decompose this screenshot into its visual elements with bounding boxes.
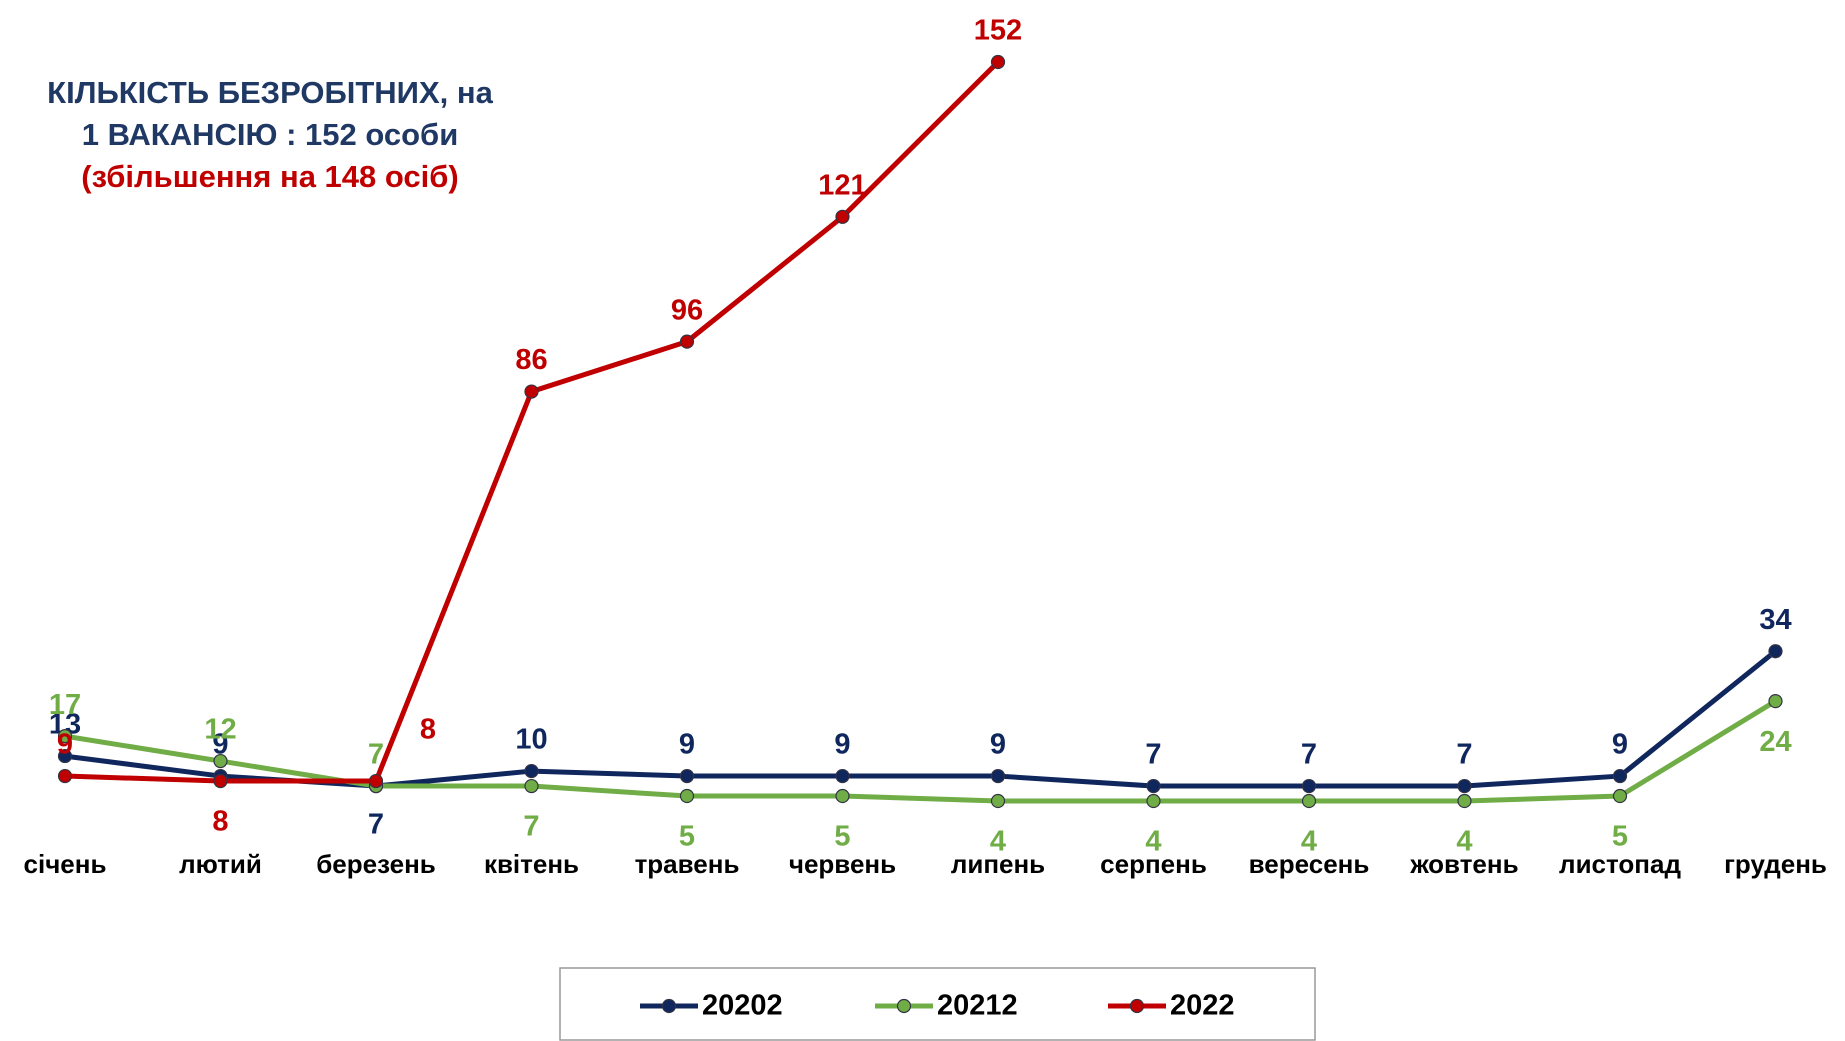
series-line [64,649,1778,789]
point [1457,778,1472,794]
data-label: 5 [679,821,695,853]
x-tick-label: лютий [179,849,262,879]
x-tick-label: квітень [484,849,579,879]
point [679,768,695,784]
point [1768,694,1783,709]
point [1146,778,1161,794]
legend-label: 20202 [702,990,783,1022]
data-label: 17 [49,689,81,721]
point [524,384,539,399]
data-label: 12 [204,714,236,746]
point [1612,768,1628,784]
data-label: 4 [1456,826,1472,858]
point [679,788,695,804]
point [57,768,73,784]
data-label: 121 [818,169,866,201]
point [990,54,1006,70]
x-tick-label: травень [635,849,740,879]
data-label: 9 [57,729,73,761]
point [1301,793,1317,809]
legend-marker [661,998,677,1014]
data-label: 152 [974,15,1022,47]
data-label: 5 [834,821,850,853]
x-tick-label: жовтень [1409,849,1518,879]
data-label: 7 [368,739,384,771]
data-label: 8 [420,714,436,746]
data-label: 5 [1612,821,1628,853]
data-label: 86 [515,344,547,376]
data-label: 9 [1612,729,1628,761]
point [990,793,1006,809]
title-text: КІЛЬКІСТЬ БЕЗРОБІТНИХ, на 1 ВАКАНСІЮ : 1… [47,75,493,152]
point [57,729,73,744]
point [524,778,539,794]
point [524,763,539,779]
data-label: 4 [1145,826,1161,858]
point [213,773,228,789]
legend-marker [896,998,912,1014]
data-label: 9 [990,729,1006,761]
annotation: (збільшення на 148 осіб) [81,159,459,194]
data-label: 9 [679,729,695,761]
series-line [64,699,1777,804]
x-tick-label: березень [316,849,436,879]
point [679,334,695,349]
point [1768,644,1783,659]
point [835,209,850,224]
data-label: 4 [1301,826,1317,858]
data-label: 4 [990,826,1006,858]
data-label: 7 [1456,739,1472,771]
legend-marker [1129,998,1145,1014]
data-label: 24 [1759,726,1791,758]
x-tick-label: липень [951,849,1045,879]
data-label: 96 [671,294,703,326]
chart-title: КІЛЬКІСТЬ БЕЗРОБІТНИХ, на 1 ВАКАНСІЮ : 1… [40,72,500,198]
data-label: 7 [1301,739,1317,771]
data-label: 7 [368,809,384,841]
point [368,773,384,789]
point [1457,793,1472,809]
point [835,768,850,784]
data-label: 7 [1145,739,1161,771]
data-label: 8 [212,806,228,838]
data-label: 9 [212,729,228,761]
point [213,753,228,769]
point [1612,788,1628,804]
x-tick-label: червень [789,849,896,879]
point [1301,778,1317,794]
legend-label: 20212 [937,990,1018,1022]
legend-label: 2022 [1170,990,1235,1022]
point [1146,793,1161,809]
x-tick-label: вересень [1249,849,1370,879]
x-tick-label: серпень [1100,849,1207,879]
data-label: 7 [523,811,539,843]
point [835,788,850,804]
x-tick-label: січень [24,849,107,879]
point [57,748,73,764]
point [990,768,1006,784]
data-label: 9 [834,729,850,761]
data-label: 34 [1759,604,1791,636]
x-tick-label: листопад [1559,849,1681,879]
x-tick-label: грудень [1724,849,1827,879]
data-label: 10 [515,724,547,756]
